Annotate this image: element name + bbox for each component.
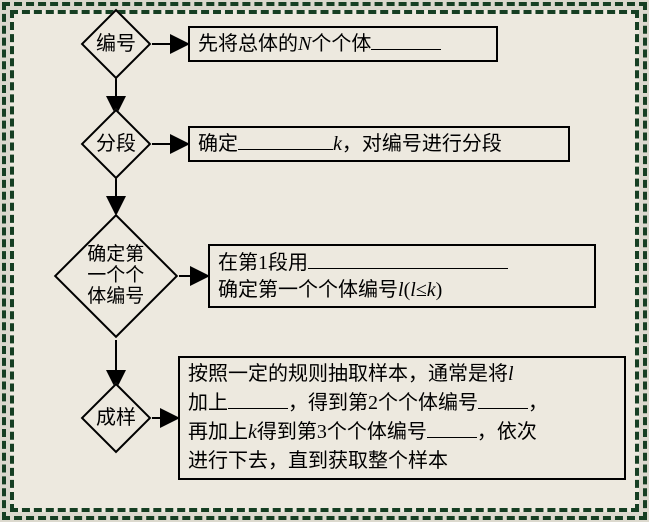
rect-numbering-desc: 先将总体的N个个体 — [188, 26, 498, 62]
blank-3 — [308, 249, 508, 269]
diamond-first-id-label: 确定第 一个个 体编号 — [76, 245, 156, 308]
diamond-numbering-label: 编号 — [96, 33, 136, 55]
blank-6 — [427, 418, 477, 438]
diamond-sample: 成样 — [81, 383, 152, 454]
rect-first-id-desc: 在第1段用 确定第一个个体编号l(l≤k) — [208, 244, 596, 308]
blank-4 — [228, 389, 288, 409]
flowchart-canvas: 编号 先将总体的N个个体 分段 确定k，对编号进行分段 确定第 一个个 体编号 … — [14, 14, 635, 508]
diamond-first-id: 确定第 一个个 体编号 — [54, 214, 178, 338]
rect-segment-desc: 确定k，对编号进行分段 — [188, 126, 570, 162]
diamond-segment: 分段 — [81, 109, 152, 180]
blank-1 — [371, 30, 441, 50]
diamond-sample-label: 成样 — [96, 407, 136, 429]
blank-5 — [478, 389, 528, 409]
diamond-numbering: 编号 — [81, 9, 152, 80]
blank-2 — [238, 130, 333, 150]
diamond-segment-label: 分段 — [96, 133, 136, 155]
rect-sample-desc: 按照一定的规则抽取样本，通常是将l 加上，得到第2个个体编号， 再加上k得到第3… — [178, 356, 626, 480]
